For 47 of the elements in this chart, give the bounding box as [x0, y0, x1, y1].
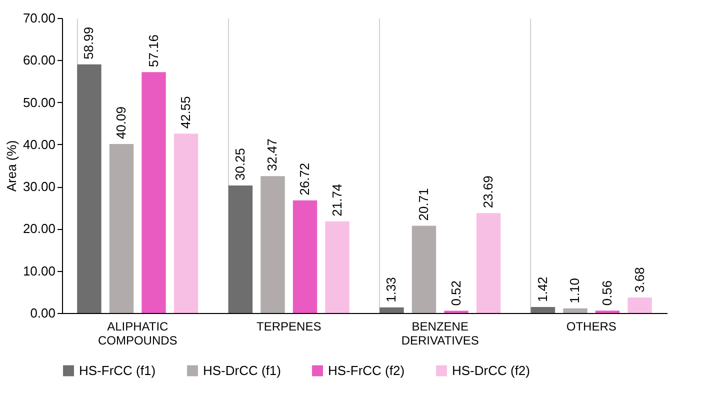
data-label: 57.16 — [146, 34, 161, 68]
bar — [325, 221, 350, 313]
bar — [412, 226, 436, 313]
bar — [260, 176, 285, 313]
bar — [109, 144, 134, 313]
legend-label: HS-FrCC (f2) — [328, 362, 405, 378]
data-label: 26.72 — [297, 162, 312, 196]
legend-label: HS-DrCC (f1) — [203, 362, 281, 378]
bar — [292, 200, 318, 313]
data-label: 21.74 — [329, 184, 344, 216]
bar — [476, 213, 501, 313]
y-tick-label: 30.00 — [22, 179, 56, 194]
data-label: 1.10 — [567, 278, 582, 304]
y-axis-title: Area (%) — [4, 140, 19, 192]
data-label: 23.69 — [480, 176, 496, 208]
bar — [77, 64, 102, 313]
data-label: 40.09 — [113, 106, 128, 140]
data-label: 42.55 — [178, 96, 194, 129]
data-label: 32.47 — [264, 138, 280, 172]
y-tick-label: 70.00 — [22, 10, 56, 26]
x-tick-label: TERPENES — [256, 320, 322, 334]
y-tick-label: 40.00 — [22, 136, 56, 152]
bar — [563, 308, 588, 313]
legend-label: HS-DrCC (f2) — [452, 362, 530, 378]
bar — [530, 307, 556, 313]
data-label: 3.68 — [632, 267, 647, 292]
data-label: 0.52 — [448, 280, 464, 306]
bar — [228, 186, 253, 313]
bar — [628, 297, 652, 313]
legend-label: HS-FrCC (f1) — [79, 362, 156, 378]
bar — [142, 72, 166, 313]
y-tick-label: 20.00 — [22, 221, 56, 236]
y-tick-label: 0.00 — [30, 306, 56, 320]
data-label: 1.33 — [384, 277, 399, 302]
bar — [380, 307, 404, 313]
data-label: 0.56 — [600, 280, 615, 306]
y-tick-label: 10.00 — [22, 263, 56, 278]
x-tick-label: OTHERS — [566, 320, 616, 334]
data-label: 20.71 — [416, 188, 431, 221]
x-tick-label: BENZENE DERIVATIVES — [401, 320, 479, 348]
y-tick-label: 60.00 — [22, 52, 56, 68]
data-label: 1.42 — [534, 276, 550, 302]
y-tick-label: 50.00 — [22, 94, 56, 110]
x-tick-label: ALIPHATIC COMPOUNDS — [98, 320, 178, 348]
data-label: 30.25 — [232, 148, 248, 181]
bar — [174, 134, 198, 313]
data-label: 58.99 — [81, 26, 96, 60]
